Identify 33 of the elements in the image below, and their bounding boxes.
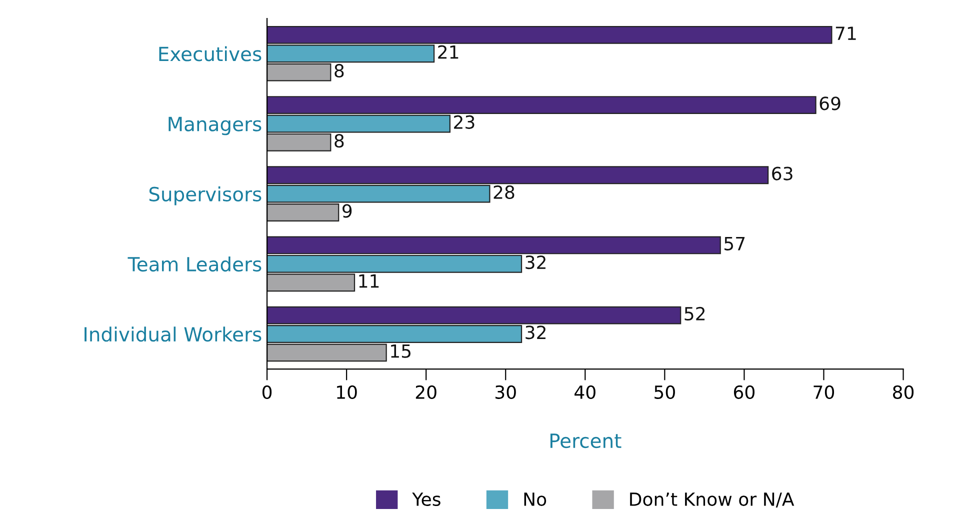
data-label: 9 <box>342 204 352 218</box>
legend-label: Yes <box>412 492 440 506</box>
data-label: 32 <box>526 255 546 270</box>
y-tick-label: Team Leaders <box>128 256 262 272</box>
data-label: 71 <box>836 26 856 40</box>
data-label: 21 <box>438 45 458 59</box>
y-tick-label: Supervisors <box>149 186 262 206</box>
x-tick-label: 20 <box>416 385 436 399</box>
data-label: 8 <box>334 64 344 78</box>
x-tick-label: 0 <box>262 385 272 399</box>
x-axis-title: Percent <box>550 434 622 448</box>
legend-label: No <box>524 492 546 506</box>
data-label: 57 <box>724 237 745 250</box>
x-tick-label: 60 <box>734 385 754 399</box>
data-label: 52 <box>684 306 705 321</box>
data-label: 32 <box>526 326 546 340</box>
x-tick-label: 50 <box>654 385 675 399</box>
x-tick-label: 40 <box>574 385 596 399</box>
data-label: 15 <box>391 344 410 358</box>
x-tick-label: 10 <box>337 385 357 399</box>
data-label: 23 <box>454 115 474 129</box>
data-label: 69 <box>820 96 840 110</box>
data-label: 28 <box>494 185 514 200</box>
data-label: 11 <box>359 274 379 288</box>
y-tick-label: Individual Workers <box>84 326 262 342</box>
y-tick-label: Executives <box>159 46 262 62</box>
data-label: 8 <box>334 134 344 148</box>
legend-label: Don’t Know or N/A <box>630 492 794 508</box>
x-tick-label: 80 <box>893 385 914 399</box>
x-tick-label: 70 <box>814 385 834 399</box>
y-tick-label: Managers <box>168 116 262 136</box>
data-label: 63 <box>772 166 792 180</box>
x-tick-label: 30 <box>496 385 516 399</box>
